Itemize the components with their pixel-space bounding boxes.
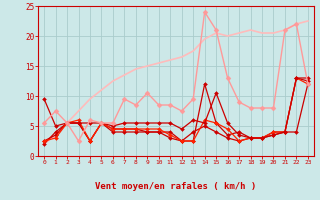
X-axis label: Vent moyen/en rafales ( km/h ): Vent moyen/en rafales ( km/h ): [95, 182, 257, 191]
